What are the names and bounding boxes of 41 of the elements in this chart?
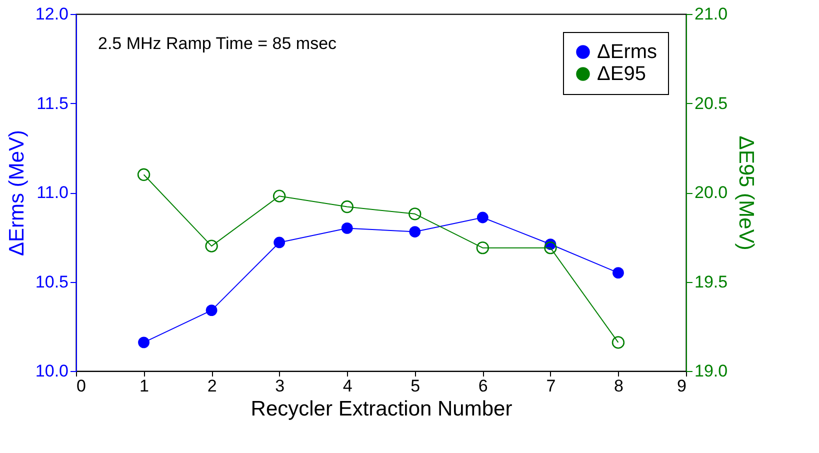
x-tick-label: 2 xyxy=(207,376,217,396)
y2-tick-label: 19.5 xyxy=(694,272,728,292)
point xyxy=(612,267,624,279)
x-tick-label: 8 xyxy=(614,376,624,396)
point xyxy=(476,241,490,254)
point xyxy=(409,226,421,238)
point xyxy=(408,208,422,220)
point xyxy=(206,304,218,316)
y2-tick-label: 19.0 xyxy=(694,362,728,380)
y-tick-label: 11.0 xyxy=(36,183,68,202)
point xyxy=(138,336,150,348)
point xyxy=(476,212,488,224)
y-axis-title: ΔErms (MeV) xyxy=(5,130,28,256)
x-tick-label: 6 xyxy=(478,376,488,396)
x-tick-label: 1 xyxy=(140,376,150,396)
point xyxy=(544,241,557,254)
x-tick-label: 4 xyxy=(342,376,352,396)
x-tick-label: 0 xyxy=(76,376,86,396)
point xyxy=(274,236,286,248)
annotation: 2.5 MHz Ramp Time = 85 msec xyxy=(98,34,338,53)
x-tick-label: 9 xyxy=(677,376,686,396)
y-tick-label: 10.0 xyxy=(35,362,68,380)
x-tick-label: 5 xyxy=(410,376,420,396)
x-tick-label: 7 xyxy=(546,376,556,396)
y2-axis-title: ΔE95 (MeV) xyxy=(734,136,758,250)
y-tick-label: 11.5 xyxy=(36,94,68,113)
x-tick-label: 3 xyxy=(275,376,285,396)
y-tick-label: 12.0 xyxy=(35,4,68,24)
point xyxy=(612,336,625,349)
point xyxy=(272,190,286,202)
y2-tick-label: 20.0 xyxy=(694,183,728,202)
point xyxy=(341,222,353,234)
point xyxy=(137,168,150,181)
legend-label: ΔErms xyxy=(597,41,658,63)
x-axis-title: Recycler Extraction Number xyxy=(250,398,512,420)
y2-tick-label: 20.5 xyxy=(694,94,728,113)
y-tick-label: 10.5 xyxy=(35,272,68,292)
y2-tick-label: 21.0 xyxy=(694,4,728,24)
point xyxy=(340,200,354,214)
point xyxy=(205,240,218,252)
legend-label: ΔE95 xyxy=(597,63,646,85)
